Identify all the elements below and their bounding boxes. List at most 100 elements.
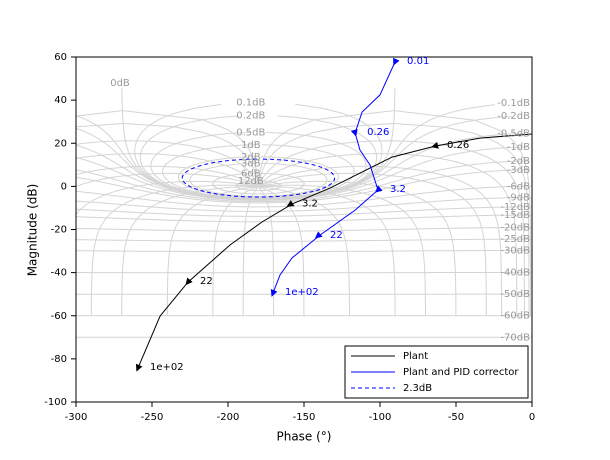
iso-gain-label: 12dB: [238, 176, 264, 187]
y-tick-label: -60: [51, 311, 67, 322]
iso-gain-label: -70dB: [500, 332, 530, 343]
iso-phase-line: [76, 180, 259, 215]
frequency-marker: [270, 289, 278, 297]
frequency-marker: [393, 57, 400, 66]
iso-gain-label: -50dB: [500, 289, 530, 300]
iso-gain-label: 0.5dB: [236, 127, 265, 138]
frequency-marker: [135, 363, 143, 372]
iso-gain-line: [76, 133, 524, 201]
iso-gain-label: -15dB: [500, 210, 530, 221]
y-tick-label: 60: [54, 52, 67, 63]
frequency-marker: [350, 129, 358, 137]
iso-gain-line: [189, 162, 328, 197]
x-axis-title: Phase (°): [276, 430, 331, 444]
iso-gain-line: [76, 169, 531, 204]
iso-gain-label: 2dB: [241, 152, 261, 163]
iso-gain-label: -12dB: [500, 202, 530, 213]
nichols-grid: [76, 87, 532, 338]
legend-label: Plant: [403, 351, 428, 362]
frequency-label: 3.2: [302, 199, 318, 210]
iso-gain-line: [212, 172, 305, 195]
frequency-label: 0.26: [447, 140, 469, 151]
legend-label: 2.3dB: [403, 383, 432, 394]
iso-gain-label: -2dB: [507, 156, 530, 167]
x-tick-label: -100: [369, 412, 392, 423]
frequency-label: 3.2: [390, 184, 406, 195]
iso-phase-line: [90, 184, 259, 316]
iso-phase-line: [258, 185, 275, 316]
iso-phase-line: [76, 165, 259, 187]
y-tick-label: -100: [44, 397, 67, 408]
iso-phase-line: [121, 185, 259, 316]
iso-phase-line: [257, 153, 518, 316]
frequency-label: 22: [200, 276, 213, 287]
iso-gain-label: 0.2dB: [236, 111, 265, 122]
iso-gain-label: 0dB: [110, 78, 130, 89]
x-tick-label: -200: [217, 412, 240, 423]
x-tick-label: -50: [448, 412, 464, 423]
iso-gain-label: -40dB: [500, 267, 530, 278]
iso-phase-line: [76, 140, 259, 187]
x-tick-label: -250: [141, 412, 164, 423]
frequency-marker: [286, 200, 295, 207]
iso-gain-label: -25dB: [500, 234, 530, 245]
iso-gain-line: [76, 250, 532, 253]
iso-phase-line: [258, 180, 457, 316]
iso-gain-line: [76, 206, 532, 217]
x-tick-label: -300: [65, 412, 88, 423]
legend-label: Plant and PID corrector: [403, 367, 519, 378]
iso-gain-label: -9dB: [507, 193, 530, 204]
iso-gain-label: 1dB: [241, 140, 261, 151]
frequency-marker: [314, 231, 323, 239]
m-circle: [181, 158, 336, 198]
iso-gain-label: -0.5dB: [497, 128, 530, 139]
iso-phase-line: [258, 185, 350, 316]
frequency-label: 0.01: [407, 56, 429, 67]
frequency-marker: [185, 277, 193, 286]
y-axis-title: Magnitude (dB): [26, 184, 40, 277]
x-tick-label: -150: [293, 412, 316, 423]
iso-phase-line: [257, 165, 503, 316]
iso-gain-label: -1dB: [507, 142, 530, 153]
iso-gain-label: 0.1dB: [236, 98, 265, 109]
frequency-label: 22: [330, 230, 343, 241]
frequency-label: 0.26: [367, 127, 389, 138]
iso-gain-line: [76, 185, 532, 208]
iso-phase-line: [258, 185, 396, 316]
iso-gain-label: -0.2dB: [497, 111, 530, 122]
iso-phase-line: [212, 185, 259, 316]
iso-phase-line: [257, 110, 531, 316]
iso-gain-label: -0.1dB: [497, 98, 530, 109]
iso-gain-line: [76, 146, 528, 201]
iso-gain-label: 6dB: [241, 168, 261, 179]
iso-phase-line: [76, 172, 259, 187]
iso-phase-line: [76, 153, 259, 187]
iso-gain-line: [76, 160, 530, 203]
iso-gain-label: -30dB: [500, 245, 530, 256]
iso-phase-line: [258, 184, 426, 316]
frequency-label: 1e+02: [285, 287, 319, 298]
iso-gain-line: [76, 214, 532, 223]
iso-gain-line: [76, 227, 532, 232]
y-tick-label: 20: [54, 138, 67, 149]
iso-phase-line: [166, 185, 259, 316]
frequency-marker: [431, 141, 439, 149]
x-tick-label: 0: [529, 412, 535, 423]
iso-gain-label: -6dB: [507, 181, 530, 192]
y-tick-label: -40: [51, 268, 67, 279]
iso-gain-label: 3dB: [241, 158, 261, 169]
y-tick-label: -20: [51, 225, 67, 236]
iso-gain-label: -3dB: [507, 165, 530, 176]
series-line: [272, 61, 396, 294]
y-tick-label: -80: [51, 354, 67, 365]
iso-gain-line: [76, 197, 532, 212]
iso-gain-line: [76, 238, 532, 242]
iso-gain-line: [162, 144, 355, 199]
iso-phase-line: [76, 110, 259, 187]
y-tick-label: 40: [54, 95, 67, 106]
y-tick-label: 0: [61, 181, 67, 192]
iso-gain-label: -20dB: [500, 223, 530, 234]
